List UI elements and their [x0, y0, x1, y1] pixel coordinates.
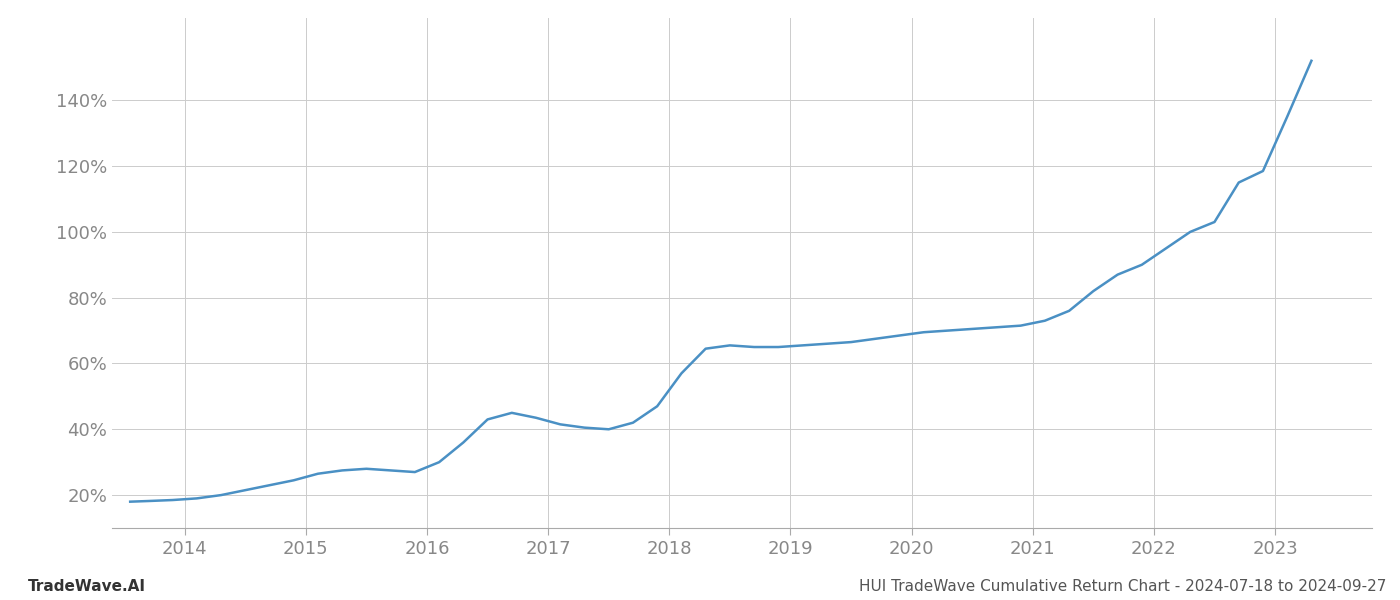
Text: TradeWave.AI: TradeWave.AI: [28, 579, 146, 594]
Text: HUI TradeWave Cumulative Return Chart - 2024-07-18 to 2024-09-27: HUI TradeWave Cumulative Return Chart - …: [858, 579, 1386, 594]
